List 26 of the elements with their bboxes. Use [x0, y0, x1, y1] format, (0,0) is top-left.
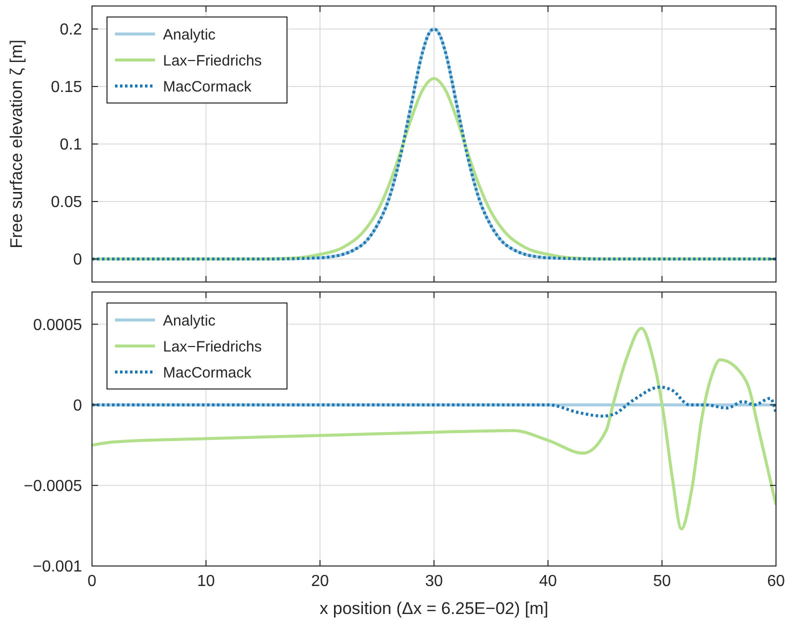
y-tick-label: −0.001 [32, 558, 82, 576]
legend-label: Analytic [163, 26, 216, 44]
x-tick-label: 10 [197, 573, 215, 590]
x-axis-title: x position (Δx = 6.25E−02) [m] [320, 599, 548, 618]
legend-label: Lax−Friedrichs [163, 338, 262, 356]
y-tick-label: 0.1 [60, 136, 82, 154]
y-tick-label: 0.0005 [33, 316, 82, 334]
x-tick-label: 50 [653, 573, 671, 590]
legend-label: Analytic [163, 312, 216, 330]
legend-label: MacCormack [163, 78, 252, 96]
y-tick-label: 0.15 [50, 79, 82, 96]
y-tick-label: 0 [73, 397, 82, 414]
line-series [92, 386, 776, 418]
x-tick-label: 20 [311, 573, 329, 590]
x-tick-label: 40 [539, 573, 557, 590]
x-tick-label: 30 [425, 573, 443, 590]
y-tick-label: 0.05 [50, 194, 82, 212]
y-axis-title: Free surface elevation ζ [m] [7, 40, 26, 248]
y-tick-label: −0.0005 [24, 478, 82, 496]
line-series [92, 28, 776, 260]
y-tick-label: 0.2 [60, 22, 82, 39]
legend-label: MacCormack [163, 364, 252, 382]
x-tick-label: 0 [88, 573, 97, 590]
x-tick-label: 60 [767, 573, 785, 590]
legend-label: Lax−Friedrichs [163, 52, 262, 70]
y-tick-label: 0 [73, 252, 82, 269]
